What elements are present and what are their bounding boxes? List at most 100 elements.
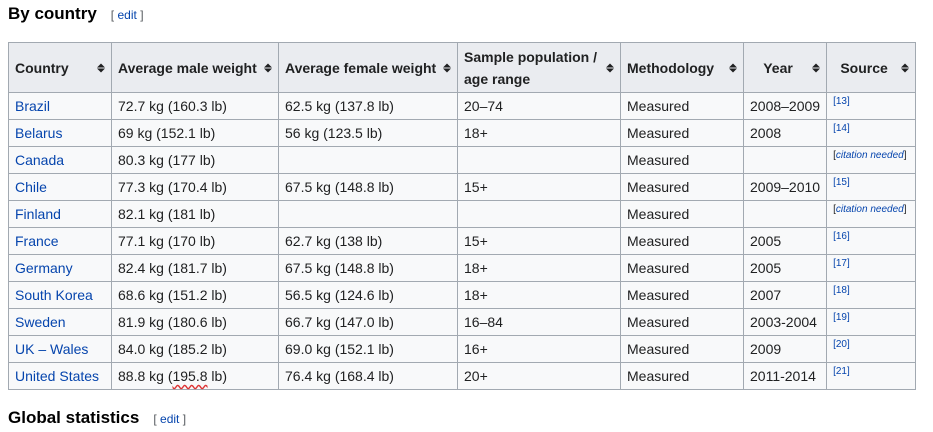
source-cell: [14] (826, 119, 917, 147)
source-cell: [20] (826, 335, 917, 363)
reference-link[interactable]: [18] (833, 285, 850, 296)
female-weight-cell: 67.5 kg (148.8 lb) (278, 254, 458, 282)
header-male[interactable]: Average male weight (111, 42, 279, 93)
header-country[interactable]: Country (8, 42, 112, 93)
source-cell: [18] (826, 281, 917, 309)
table-row: Belarus 69 kg (152.1 lb) 56 kg (123.5 lb… (8, 119, 917, 147)
female-weight-cell: 67.5 kg (148.8 lb) (278, 173, 458, 201)
male-weight-cell: 68.6 kg (151.2 lb) (111, 281, 279, 309)
year-cell: 2008–2009 (742, 92, 828, 120)
reference-link[interactable]: [15] (833, 177, 850, 188)
header-label: Average female weight (285, 59, 437, 76)
table-row: Brazil 72.7 kg (160.3 lb) 62.5 kg (137.8… (8, 92, 917, 120)
female-weight-cell: 56 kg (123.5 lb) (278, 119, 458, 147)
sample-cell: 18+ (457, 254, 621, 282)
edit-link[interactable]: edit (160, 412, 180, 426)
reference-link[interactable]: [20] (833, 339, 850, 350)
female-weight-cell: 62.5 kg (137.8 lb) (278, 92, 458, 120)
country-cell: Chile (8, 173, 112, 201)
country-cell: France (8, 227, 112, 255)
section-title: By country (8, 4, 97, 23)
source-cell: [17] (826, 254, 917, 282)
country-link[interactable]: United States (15, 368, 100, 384)
methodology-cell: Measured (620, 335, 744, 363)
reference-link[interactable]: [13] (833, 96, 850, 107)
edit-link[interactable]: edit (117, 8, 137, 22)
male-weight-cell: 82.1 kg (181 lb) (111, 200, 279, 228)
female-weight-cell: 76.4 kg (168.4 lb) (278, 362, 458, 390)
table-row: Finland 82.1 kg (181 lb) Measured [citat… (8, 200, 917, 228)
sample-cell (457, 146, 621, 174)
year-cell: 2005 (742, 254, 828, 282)
country-link[interactable]: Sweden (15, 314, 66, 330)
next-section-heading: Global statistics [ edit ] (8, 408, 186, 432)
country-cell: Germany (8, 254, 112, 282)
reference-link[interactable]: [21] (833, 366, 850, 377)
reference-link[interactable]: [19] (833, 312, 850, 323)
reference-link[interactable]: [16] (833, 231, 850, 242)
methodology-cell: Measured (620, 119, 744, 147)
male-weight-cell: 84.0 kg (185.2 lb) (111, 335, 279, 363)
country-link[interactable]: France (15, 233, 59, 249)
sort-icon[interactable] (97, 63, 105, 72)
sample-cell: 15+ (457, 173, 621, 201)
country-link[interactable]: Belarus (15, 125, 63, 141)
edit-section: [ edit ] (111, 8, 144, 22)
methodology-cell: Measured (620, 92, 744, 120)
reference-link[interactable]: [14] (833, 123, 850, 134)
female-weight-cell: 56.5 kg (124.6 lb) (278, 281, 458, 309)
year-cell: 2009 (742, 335, 828, 363)
male-weight-cell: 81.9 kg (180.6 lb) (111, 308, 279, 336)
sample-cell: 16+ (457, 335, 621, 363)
sample-cell: 18+ (457, 119, 621, 147)
country-link[interactable]: Chile (15, 179, 47, 195)
year-cell (742, 200, 828, 228)
citation-needed-link[interactable]: citation needed (835, 204, 904, 215)
header-methodology[interactable]: Methodology (620, 42, 744, 93)
header-label: Source (840, 59, 888, 76)
country-link[interactable]: Finland (15, 206, 61, 222)
sort-icon[interactable] (901, 63, 910, 72)
country-link[interactable]: UK – Wales (15, 341, 89, 357)
sample-cell: 20–74 (457, 92, 621, 120)
header-label-line2: age range (464, 70, 531, 87)
country-link[interactable]: Canada (15, 152, 65, 168)
country-link[interactable]: South Korea (15, 287, 93, 303)
male-weight-suffix: lb) (207, 368, 227, 384)
table-row: United States 88.8 kg (195.8 lb) 76.4 kg… (8, 362, 917, 390)
table-row: Germany 82.4 kg (181.7 lb) 67.5 kg (148.… (8, 254, 917, 282)
sample-cell: 18+ (457, 281, 621, 309)
table-row: UK – Wales 84.0 kg (185.2 lb) 69.0 kg (1… (8, 335, 917, 363)
spellcheck-marked-text[interactable]: 195.8 (172, 368, 208, 384)
reference-link[interactable]: [17] (833, 258, 850, 269)
sample-cell (457, 200, 621, 228)
sort-icon[interactable] (264, 63, 272, 72)
source-cell: [citation needed] (826, 200, 917, 228)
header-female[interactable]: Average female weight (278, 42, 458, 93)
header-year[interactable]: Year (742, 42, 828, 93)
citation-needed-link[interactable]: citation needed (835, 150, 904, 161)
header-sample[interactable]: Sample population / age range (457, 42, 621, 93)
country-link[interactable]: Brazil (15, 98, 51, 114)
male-weight-cell: 80.3 kg (177 lb) (111, 146, 279, 174)
sort-icon[interactable] (729, 63, 737, 72)
male-weight-cell: 77.1 kg (170 lb) (111, 227, 279, 255)
table-row: Canada 80.3 kg (177 lb) Measured [citati… (8, 146, 917, 174)
sort-icon[interactable] (606, 63, 614, 72)
sample-cell: 15+ (457, 227, 621, 255)
female-weight-cell (278, 146, 458, 174)
sort-icon[interactable] (443, 63, 451, 72)
country-link[interactable]: Germany (15, 260, 73, 276)
table-row: France 77.1 kg (170 lb) 62.7 kg (138 lb)… (8, 227, 917, 255)
year-cell: 2009–2010 (742, 173, 828, 201)
source-cell: [15] (826, 173, 917, 201)
methodology-cell: Measured (620, 362, 744, 390)
header-source[interactable]: Source (826, 42, 917, 93)
methodology-cell: Measured (620, 146, 744, 174)
bracket-close: ] (140, 8, 144, 22)
country-cell: Canada (8, 146, 112, 174)
sort-icon[interactable] (812, 63, 821, 72)
next-section-title: Global statistics (8, 408, 140, 427)
methodology-cell: Measured (620, 281, 744, 309)
male-weight-cell: 77.3 kg (170.4 lb) (111, 173, 279, 201)
